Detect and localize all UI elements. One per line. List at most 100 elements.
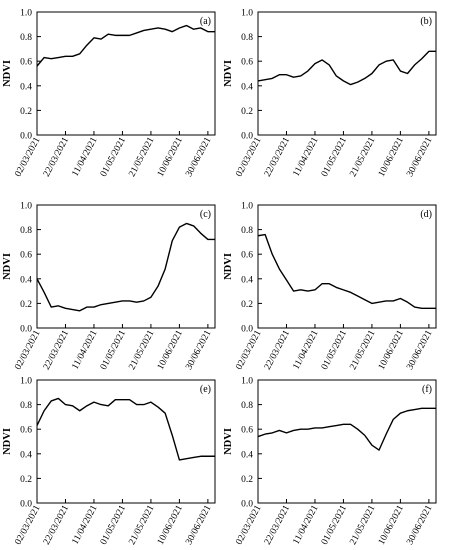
x-tick-label: 10/06/2021 [377, 503, 406, 546]
data-point [93, 401, 95, 403]
data-point [121, 398, 123, 400]
data-point [349, 291, 351, 293]
data-point [200, 232, 202, 234]
data-point [185, 24, 187, 26]
data-point [406, 301, 408, 303]
data-point [371, 444, 373, 446]
data-point [300, 289, 302, 291]
data-point [36, 278, 38, 280]
data-point [321, 59, 323, 61]
y-tick-label: 0.8 [20, 33, 32, 43]
data-point [349, 423, 351, 425]
panel-label: (b) [420, 16, 432, 27]
data-point [385, 300, 387, 302]
x-tick-label: 22/03/2021 [263, 503, 292, 546]
data-point [285, 432, 287, 434]
ndvi-series-line [36, 222, 215, 312]
data-point [300, 428, 302, 430]
data-point [392, 300, 394, 302]
data-point [342, 289, 344, 291]
x-tick-label: 21/05/2021 [348, 503, 377, 546]
data-point [328, 64, 330, 66]
x-tick-label: 30/06/2021 [405, 503, 434, 546]
y-tick-label: 1.0 [241, 377, 253, 387]
data-point [192, 28, 194, 30]
data-point [128, 300, 130, 302]
data-point [413, 306, 415, 308]
chart-panel: 0.0 0.2 0.4 0.6 0.8 1.0 02/03/2021 22/03/2021 11… [223, 202, 437, 372]
data-point [335, 424, 337, 426]
panel-label: (e) [200, 384, 211, 395]
x-tick-label: 01/05/2021 [320, 135, 349, 178]
data-point [435, 407, 437, 409]
data-point [71, 405, 73, 407]
chart-panel: 0.0 0.2 0.4 0.6 0.8 1.0 02/03/2021 22/03/2021 11… [2, 202, 216, 372]
data-point [100, 38, 102, 40]
plot-frame [36, 204, 216, 329]
data-point [278, 74, 280, 76]
data-point [307, 290, 309, 292]
data-point [278, 429, 280, 431]
y-tick-label: 0.2 [20, 107, 32, 117]
data-point [107, 405, 109, 407]
data-point [135, 301, 137, 303]
data-point [178, 226, 180, 228]
data-point [36, 424, 38, 426]
data-point [50, 306, 52, 308]
x-tick-label: 30/06/2021 [405, 135, 434, 178]
data-point [135, 403, 137, 405]
data-point [321, 283, 323, 285]
y-tick-label: 0.8 [20, 226, 32, 236]
y-tick-label: 1.0 [20, 377, 32, 387]
data-point [214, 238, 216, 240]
y-tick-label: 0.8 [241, 401, 253, 411]
chart-panel: 0.0 0.2 0.4 0.6 0.8 1.0 02/03/2021 22/03/2021 11… [223, 9, 437, 179]
y-tick-label: 0.8 [241, 33, 253, 43]
data-point [356, 428, 358, 430]
data-point [335, 75, 337, 77]
data-point [285, 279, 287, 281]
data-point [300, 75, 302, 77]
x-tick-label: 22/03/2021 [42, 135, 71, 178]
data-point [392, 59, 394, 61]
data-point [321, 427, 323, 429]
ndvi-series-line [257, 233, 436, 310]
data-point [307, 70, 309, 72]
x-tick-label: 11/04/2021 [292, 504, 321, 547]
data-point [364, 77, 366, 79]
chart-panel: 0.0 0.2 0.4 0.6 0.8 1.0 02/03/2021 22/03/2021 11… [2, 377, 216, 547]
data-point [428, 307, 430, 309]
data-point [150, 296, 152, 298]
x-tick-label: 11/04/2021 [71, 504, 100, 547]
x-tick-label: 21/05/2021 [127, 503, 156, 546]
y-tick-label: 0.2 [20, 475, 32, 485]
data-point [192, 456, 194, 458]
data-point [93, 37, 95, 39]
y-tick-label: 1.0 [20, 9, 32, 19]
y-tick-label: 0.6 [20, 58, 32, 68]
x-tick-label: 02/03/2021 [14, 503, 43, 546]
panel-label: (a) [200, 16, 211, 27]
data-point [64, 403, 66, 405]
x-tick-label: 22/03/2021 [42, 328, 71, 371]
data-point [178, 27, 180, 29]
data-point [192, 225, 194, 227]
y-tick-label: 1.0 [20, 202, 32, 212]
data-point [421, 58, 423, 60]
data-point [292, 429, 294, 431]
data-point [164, 412, 166, 414]
data-point [413, 64, 415, 66]
data-point [214, 455, 216, 457]
ndvi-series-line [36, 24, 215, 67]
data-point [171, 434, 173, 436]
x-tick-label: 01/05/2021 [99, 135, 128, 178]
data-point [207, 30, 209, 32]
data-point [200, 455, 202, 457]
data-point [143, 300, 145, 302]
data-point [150, 28, 152, 30]
data-point [71, 55, 73, 57]
data-point [128, 34, 130, 36]
data-point [314, 289, 316, 291]
data-point [150, 401, 152, 403]
y-tick-label: 0.6 [241, 251, 253, 261]
